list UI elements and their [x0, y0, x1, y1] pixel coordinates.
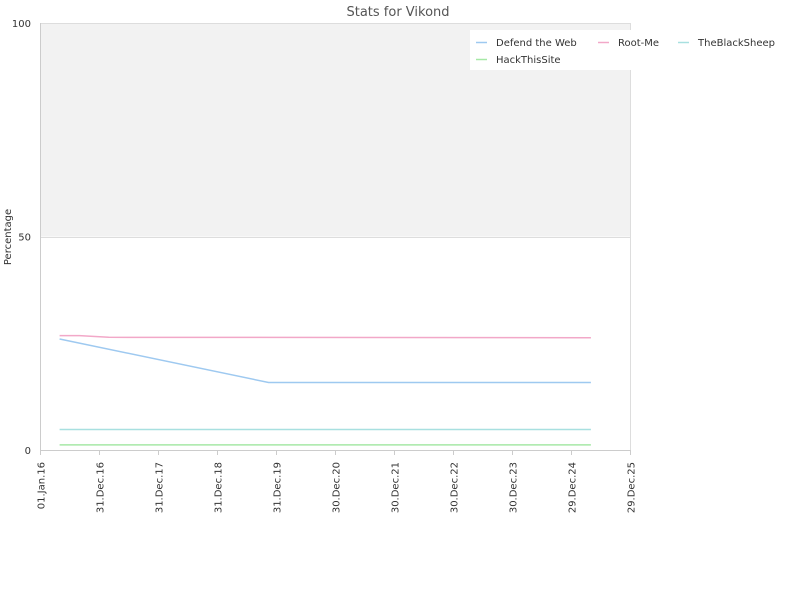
x-tick-label: 30.Dec.20 [332, 462, 343, 513]
legend-item[interactable]: Defend the Web [476, 38, 577, 49]
legend-label: TheBlackSheep [697, 38, 775, 49]
x-tick-label: 31.Dec.16 [96, 462, 107, 513]
x-axis: 01.Jan.16 31.Dec.16 31.Dec.17 31.Dec.18 31.D… [37, 450, 638, 513]
series-line-defend-the-web [59, 338, 591, 384]
x-tick-label: 31.Dec.19 [273, 462, 284, 513]
series-line-root-me [59, 334, 591, 339]
legend-label: Defend the Web [496, 38, 577, 49]
x-tick-label: 31.Dec.17 [155, 462, 166, 513]
y-axis-label: Percentage [3, 209, 14, 265]
x-tick-label: 30.Dec.21 [391, 462, 402, 513]
x-tick-label: 30.Dec.23 [509, 462, 520, 513]
legend-label: HackThisSite [496, 55, 561, 66]
legend-background [470, 30, 790, 70]
legend-label: Root-Me [618, 38, 659, 49]
x-tick-label: 01.Jan.16 [37, 462, 48, 509]
legend-item[interactable]: TheBlackSheep [678, 38, 775, 49]
x-tick-label: 31.Dec.18 [214, 462, 225, 513]
y-tick-label: 0 [25, 446, 31, 457]
legend: Defend the Web Root-Me TheBlackSheep HackTh… [470, 30, 790, 70]
chart-title: Stats for Vikond [346, 5, 449, 20]
y-axis: 0 50 100 [12, 19, 31, 457]
y-tick-label: 100 [12, 19, 31, 30]
legend-item[interactable]: HackThisSite [476, 55, 561, 66]
x-tick-label: 30.Dec.22 [450, 462, 461, 513]
series-lines [59, 334, 591, 446]
legend-item[interactable]: Root-Me [598, 38, 659, 49]
y-tick-label: 50 [18, 233, 31, 244]
x-tick-label: 29.Dec.24 [568, 462, 579, 513]
x-tick-label: 29.Dec.25 [627, 462, 638, 513]
